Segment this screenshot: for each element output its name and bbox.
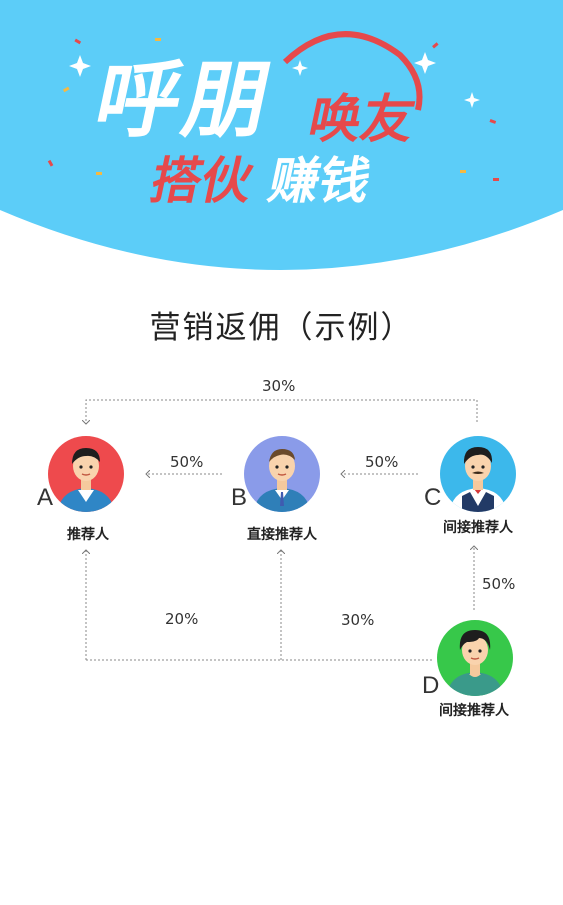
flow-line-c-to-a	[86, 399, 478, 424]
banner-title: 呼朋 唤友 搭伙 赚钱	[42, 51, 538, 228]
node-letter-d: D	[422, 672, 440, 699]
avatar-d	[437, 620, 513, 696]
avatar-c	[440, 436, 516, 512]
flow-label-c-to-a: 30%	[262, 377, 296, 395]
banner-sky	[0, 0, 563, 270]
avatar-a	[48, 436, 124, 512]
node-letter-a: A	[37, 484, 54, 511]
flow-label-b-to-a: 50%	[170, 453, 204, 471]
flow-label-d-to-b: 30%	[341, 611, 375, 629]
banner-line1-left: 呼朋	[86, 51, 284, 149]
banner	[0, 0, 563, 270]
banner-arc	[282, 31, 423, 111]
banner-line2-left: 搭伙	[145, 152, 259, 210]
node-role-d: 间接推荐人	[439, 703, 509, 719]
page-title: 营销返佣（示例）	[149, 310, 414, 346]
node-role-b: 直接推荐人	[247, 527, 317, 543]
node-letter-b: B	[231, 484, 248, 511]
flow-label-d-to-c: 50%	[482, 575, 516, 593]
avatar-b	[244, 436, 320, 512]
flow-lines	[0, 399, 563, 661]
node-role-c: 间接推荐人	[443, 520, 513, 536]
banner-line2-right: 赚钱	[263, 152, 377, 210]
sparkle-icons	[69, 52, 480, 108]
banner-line1-right: 唤友	[303, 90, 421, 150]
confetti	[47, 38, 499, 181]
referral-diagram: 30% 50% 50% 50% 20% 30% A 推荐人	[0, 360, 563, 740]
flow-label-c-to-b: 50%	[365, 453, 399, 471]
node-letter-c: C	[424, 484, 442, 511]
node-role-a: 推荐人	[67, 527, 109, 543]
flow-label-d-to-a: 20%	[165, 610, 199, 628]
